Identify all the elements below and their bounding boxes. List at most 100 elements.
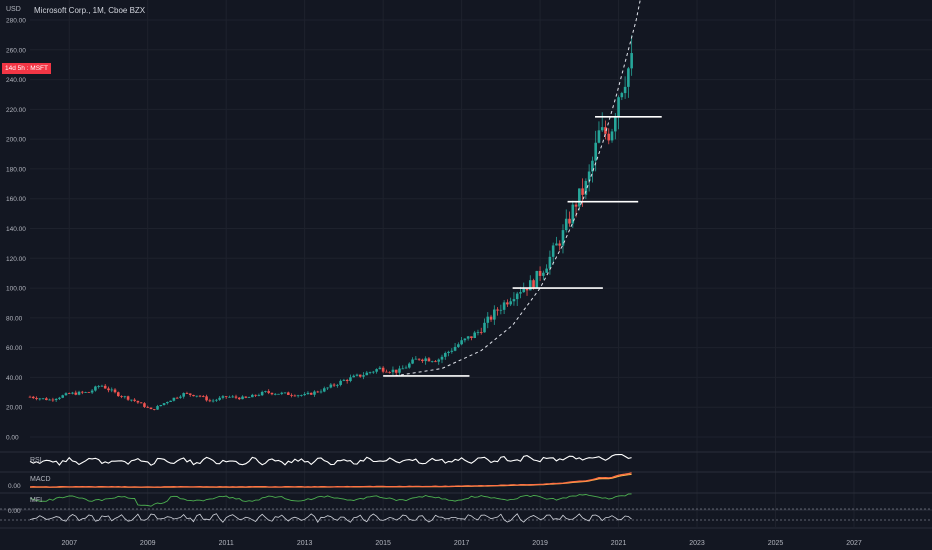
candle-body <box>613 117 617 132</box>
rsi-label[interactable]: RSI <box>30 457 42 464</box>
candle-body <box>398 368 401 373</box>
y-tick-label: 280.00 <box>6 18 26 25</box>
y-tick-label: 220.00 <box>6 107 26 114</box>
candle-body <box>372 371 375 373</box>
candle-body <box>352 375 356 378</box>
candle-body <box>578 188 581 207</box>
candle-body <box>502 302 506 310</box>
candle-body <box>218 397 221 400</box>
candle-body <box>509 301 512 305</box>
macd-signal-line <box>30 473 632 488</box>
candle-body <box>558 243 562 246</box>
candle-body <box>169 400 172 402</box>
candle-body <box>257 395 261 396</box>
candle-body <box>519 292 522 294</box>
candle-body <box>460 340 463 345</box>
candle-body <box>61 395 64 398</box>
candle-body <box>528 280 532 291</box>
candle-body <box>401 368 405 370</box>
candle-body <box>394 369 398 373</box>
macd-pane <box>29 472 632 488</box>
chart-title[interactable]: Microsoft Corp., 1M, Cboe BZX <box>34 6 146 15</box>
candle-body <box>506 302 509 305</box>
y-tick-label: 80.00 <box>6 315 23 322</box>
candle-body <box>345 379 349 382</box>
candle-body <box>349 377 352 382</box>
candle-body <box>385 371 388 373</box>
candle-body <box>414 358 418 360</box>
candle-body <box>241 396 244 400</box>
candle-body <box>463 338 467 341</box>
currency-label: USD <box>6 6 21 13</box>
candle-body <box>479 332 483 333</box>
candle-body <box>358 374 362 377</box>
candle-body <box>532 280 535 288</box>
candle-body <box>64 393 68 396</box>
candle-body <box>143 403 146 407</box>
mfi-label[interactable]: MFI <box>30 497 43 504</box>
candle-body <box>391 369 395 373</box>
candle-body <box>365 372 369 376</box>
candle-body <box>166 401 169 404</box>
candle-body <box>90 390 94 393</box>
candle-body <box>162 403 166 405</box>
candle-body <box>571 204 575 224</box>
candle-body <box>368 372 372 373</box>
candle-body <box>45 398 48 401</box>
candle-body <box>421 359 424 362</box>
y-tick-label: 160.00 <box>6 196 26 203</box>
candle-body <box>179 396 182 398</box>
candle-body <box>182 393 185 397</box>
x-tick-label: 2013 <box>297 540 313 547</box>
candle-body <box>617 97 620 118</box>
candle-body <box>483 322 486 333</box>
candle-body <box>277 393 280 395</box>
candle-body <box>123 396 127 398</box>
candle-body <box>564 218 568 231</box>
candle-body <box>94 386 97 391</box>
x-tick-label: 2015 <box>375 540 391 547</box>
candle-body <box>283 392 287 394</box>
candle-body <box>41 398 45 400</box>
y-tick-label: 120.00 <box>6 256 26 263</box>
candle-body <box>267 391 270 393</box>
candle-body <box>224 396 228 398</box>
candle-body <box>228 396 231 398</box>
candle-body <box>355 374 359 376</box>
support-levels <box>383 116 662 377</box>
candle-body <box>319 391 323 393</box>
candle-body <box>594 142 597 161</box>
y-tick-label: 180.00 <box>6 166 26 173</box>
candle-body <box>290 394 293 396</box>
candle-body <box>296 395 300 397</box>
candle-body <box>237 397 241 400</box>
y-tick-label: 40.00 <box>6 375 23 382</box>
candle-body <box>427 358 431 362</box>
candle-body <box>254 394 257 396</box>
candle-body <box>195 395 199 397</box>
candle-body <box>627 68 630 87</box>
candle-body <box>499 309 503 311</box>
candle-body <box>551 245 555 257</box>
candle-body <box>38 398 42 400</box>
candle-body <box>309 392 313 395</box>
candle-body <box>31 396 35 399</box>
candle-body <box>126 396 130 400</box>
macd-label[interactable]: MACD <box>30 476 51 483</box>
candle-body <box>381 367 385 372</box>
y-tick-label: 200.00 <box>6 137 26 144</box>
candle-body <box>139 402 143 404</box>
candle-body <box>443 352 447 357</box>
candle-body <box>411 359 414 364</box>
candle-body <box>303 394 306 396</box>
candle-body <box>71 392 74 394</box>
candle-body <box>264 391 267 392</box>
candle-body <box>450 350 454 352</box>
candle-body <box>273 393 277 395</box>
candle-body <box>555 243 558 246</box>
candle-body <box>205 396 208 401</box>
candle-body <box>152 409 156 410</box>
rsi-pane <box>29 453 632 466</box>
candle-body <box>116 392 120 397</box>
